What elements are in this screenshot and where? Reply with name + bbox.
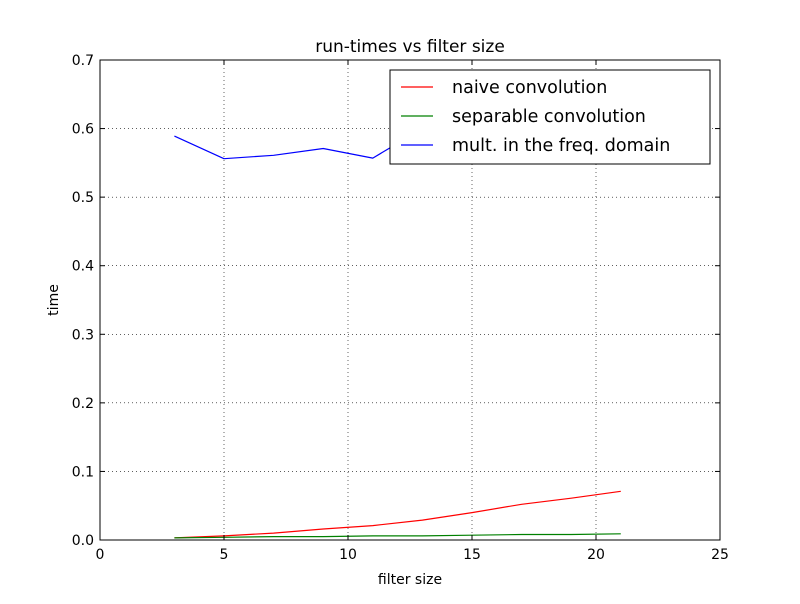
series-line-0 [174,490,621,539]
y-axis-label: time [46,284,62,316]
y-tick-label: 0.6 [72,122,94,138]
legend-label-0: naive convolution [452,78,607,98]
x-tick-label: 0 [96,547,105,563]
x-tick-label: 20 [587,547,605,563]
tick-labels: 0 5 10 15 20 25 0.0 0.1 0.2 0.3 0.4 0.5 0.6 0.7 [72,53,729,563]
y-tick-label: 0.4 [72,259,94,275]
x-tick-label: 25 [711,547,729,563]
x-tick-label: 5 [220,547,229,563]
plot-frame [99,59,721,541]
y-tick-label: 0.5 [72,190,94,206]
y-tick-label: 0.3 [72,327,94,343]
y-tick-label: 0.2 [72,396,94,412]
series-line-1 [174,533,621,539]
x-tick-label: 10 [339,547,357,563]
y-tick-label: 0.0 [72,533,94,549]
x-axis-label: filter size [378,572,442,588]
chart-title: run-times vs filter size [315,37,505,57]
legend-box [389,69,711,165]
legend: naive convolution separable convolution mu… [389,69,711,165]
x-tick-label: 15 [463,547,481,563]
legend-label-1: separable convolution [452,107,646,127]
legend-label-2: mult. in the freq. domain [452,136,670,156]
y-tick-label: 0.7 [72,53,94,69]
y-tick-label: 0.1 [72,464,94,480]
